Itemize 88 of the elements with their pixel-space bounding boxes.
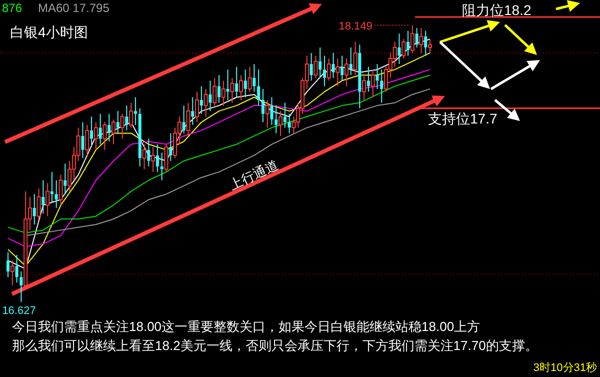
candlestick: [323, 55, 326, 87]
candlestick: [208, 80, 212, 112]
candlestick: [424, 30, 428, 56]
text: 16.627: [2, 305, 36, 317]
text: 876: [2, 1, 22, 15]
candlestick: [142, 144, 146, 170]
candlestick: [283, 102, 286, 128]
candlestick: [410, 24, 414, 54]
candlestick: [81, 122, 84, 159]
candlestick: [46, 182, 50, 217]
candlestick: [415, 28, 418, 48]
candlestick: [265, 100, 270, 128]
candlestick: [200, 86, 203, 114]
candlestick: [230, 77, 234, 104]
candlestick: [134, 96, 137, 126]
candlestick: [380, 69, 384, 104]
annotation: 上行通道: [226, 157, 280, 193]
candlestick: [94, 122, 98, 150]
candlestick: [20, 271, 23, 302]
candlestick: [182, 105, 186, 134]
candlestick: [64, 163, 67, 195]
candlestick: [406, 30, 410, 56]
candlestick: [376, 64, 379, 90]
candlestick: [366, 66, 370, 92]
candlestick: [314, 55, 318, 78]
candlestick: [278, 110, 283, 136]
candlestick: [186, 102, 190, 136]
candlestick: [90, 116, 94, 148]
candlestick: [244, 69, 247, 98]
candlestick: [125, 105, 128, 131]
candlestick: [147, 138, 150, 167]
candlestick: [58, 174, 63, 206]
candlestick: [226, 69, 230, 101]
candlestick: [151, 146, 156, 172]
candlestick: [195, 91, 200, 123]
candlestick: [156, 144, 159, 172]
text: 那么我们可以继续上看至18.2美元一线，否则只会承压下行，下方我们需关注17.70的支撑。: [12, 338, 538, 353]
candlestick: [370, 69, 375, 98]
candlestick: [15, 254, 18, 284]
candlestick: [358, 44, 362, 109]
candlestick: [288, 113, 291, 134]
candlestick: [235, 66, 238, 98]
candlestick: [402, 38, 406, 60]
text: MA60 17.795: [38, 1, 110, 15]
candlestick: [392, 41, 397, 68]
candlestick: [428, 38, 432, 54]
ref-line-label: 支持位17.7: [428, 110, 498, 126]
candlestick: [54, 180, 58, 208]
candlestick: [102, 122, 107, 150]
candlestick: [169, 132, 172, 162]
candlestick: [108, 113, 111, 142]
candlestick: [204, 88, 208, 118]
candlestick: [116, 110, 120, 134]
candlestick: [191, 96, 194, 126]
candlestick: [42, 180, 45, 214]
candlestick: [238, 74, 243, 101]
candlestick: [252, 64, 256, 92]
text: 3时10分31秒: [533, 361, 597, 374]
candlestick: [6, 252, 10, 278]
candlestick: [218, 74, 220, 104]
candlestick: [221, 80, 226, 106]
candlestick: [10, 260, 14, 286]
candlestick: [310, 52, 313, 82]
candlestick: [274, 105, 278, 134]
candlestick: [349, 46, 352, 76]
candlestick: [318, 46, 322, 78]
candlestick: [419, 28, 424, 54]
candlestick: [398, 33, 401, 65]
candlestick: [340, 55, 344, 82]
candlestick: [344, 58, 348, 87]
candlestick: [332, 52, 335, 78]
candlestick: [257, 69, 260, 106]
candlestick: [98, 113, 102, 145]
annotation: 18.149: [338, 20, 372, 32]
candlestick: [362, 74, 366, 101]
chart-title: 白银4小时图: [10, 24, 88, 40]
text: 今日我们需重点关注18.00这一重要整数关口，如果今日白银能继续站稳18.00上方: [12, 319, 480, 334]
candlestick: [160, 152, 164, 181]
candlestick: [270, 96, 274, 126]
candlestick: [353, 41, 358, 76]
candlestick: [336, 58, 340, 87]
candlestick: [85, 124, 90, 156]
candlestick: [261, 88, 264, 123]
candlestick: [36, 188, 41, 220]
candlestick: [50, 171, 54, 203]
ref-line-label: 阻力位18.2: [462, 2, 532, 18]
candlestick: [32, 194, 36, 226]
candlestick: [138, 108, 142, 167]
